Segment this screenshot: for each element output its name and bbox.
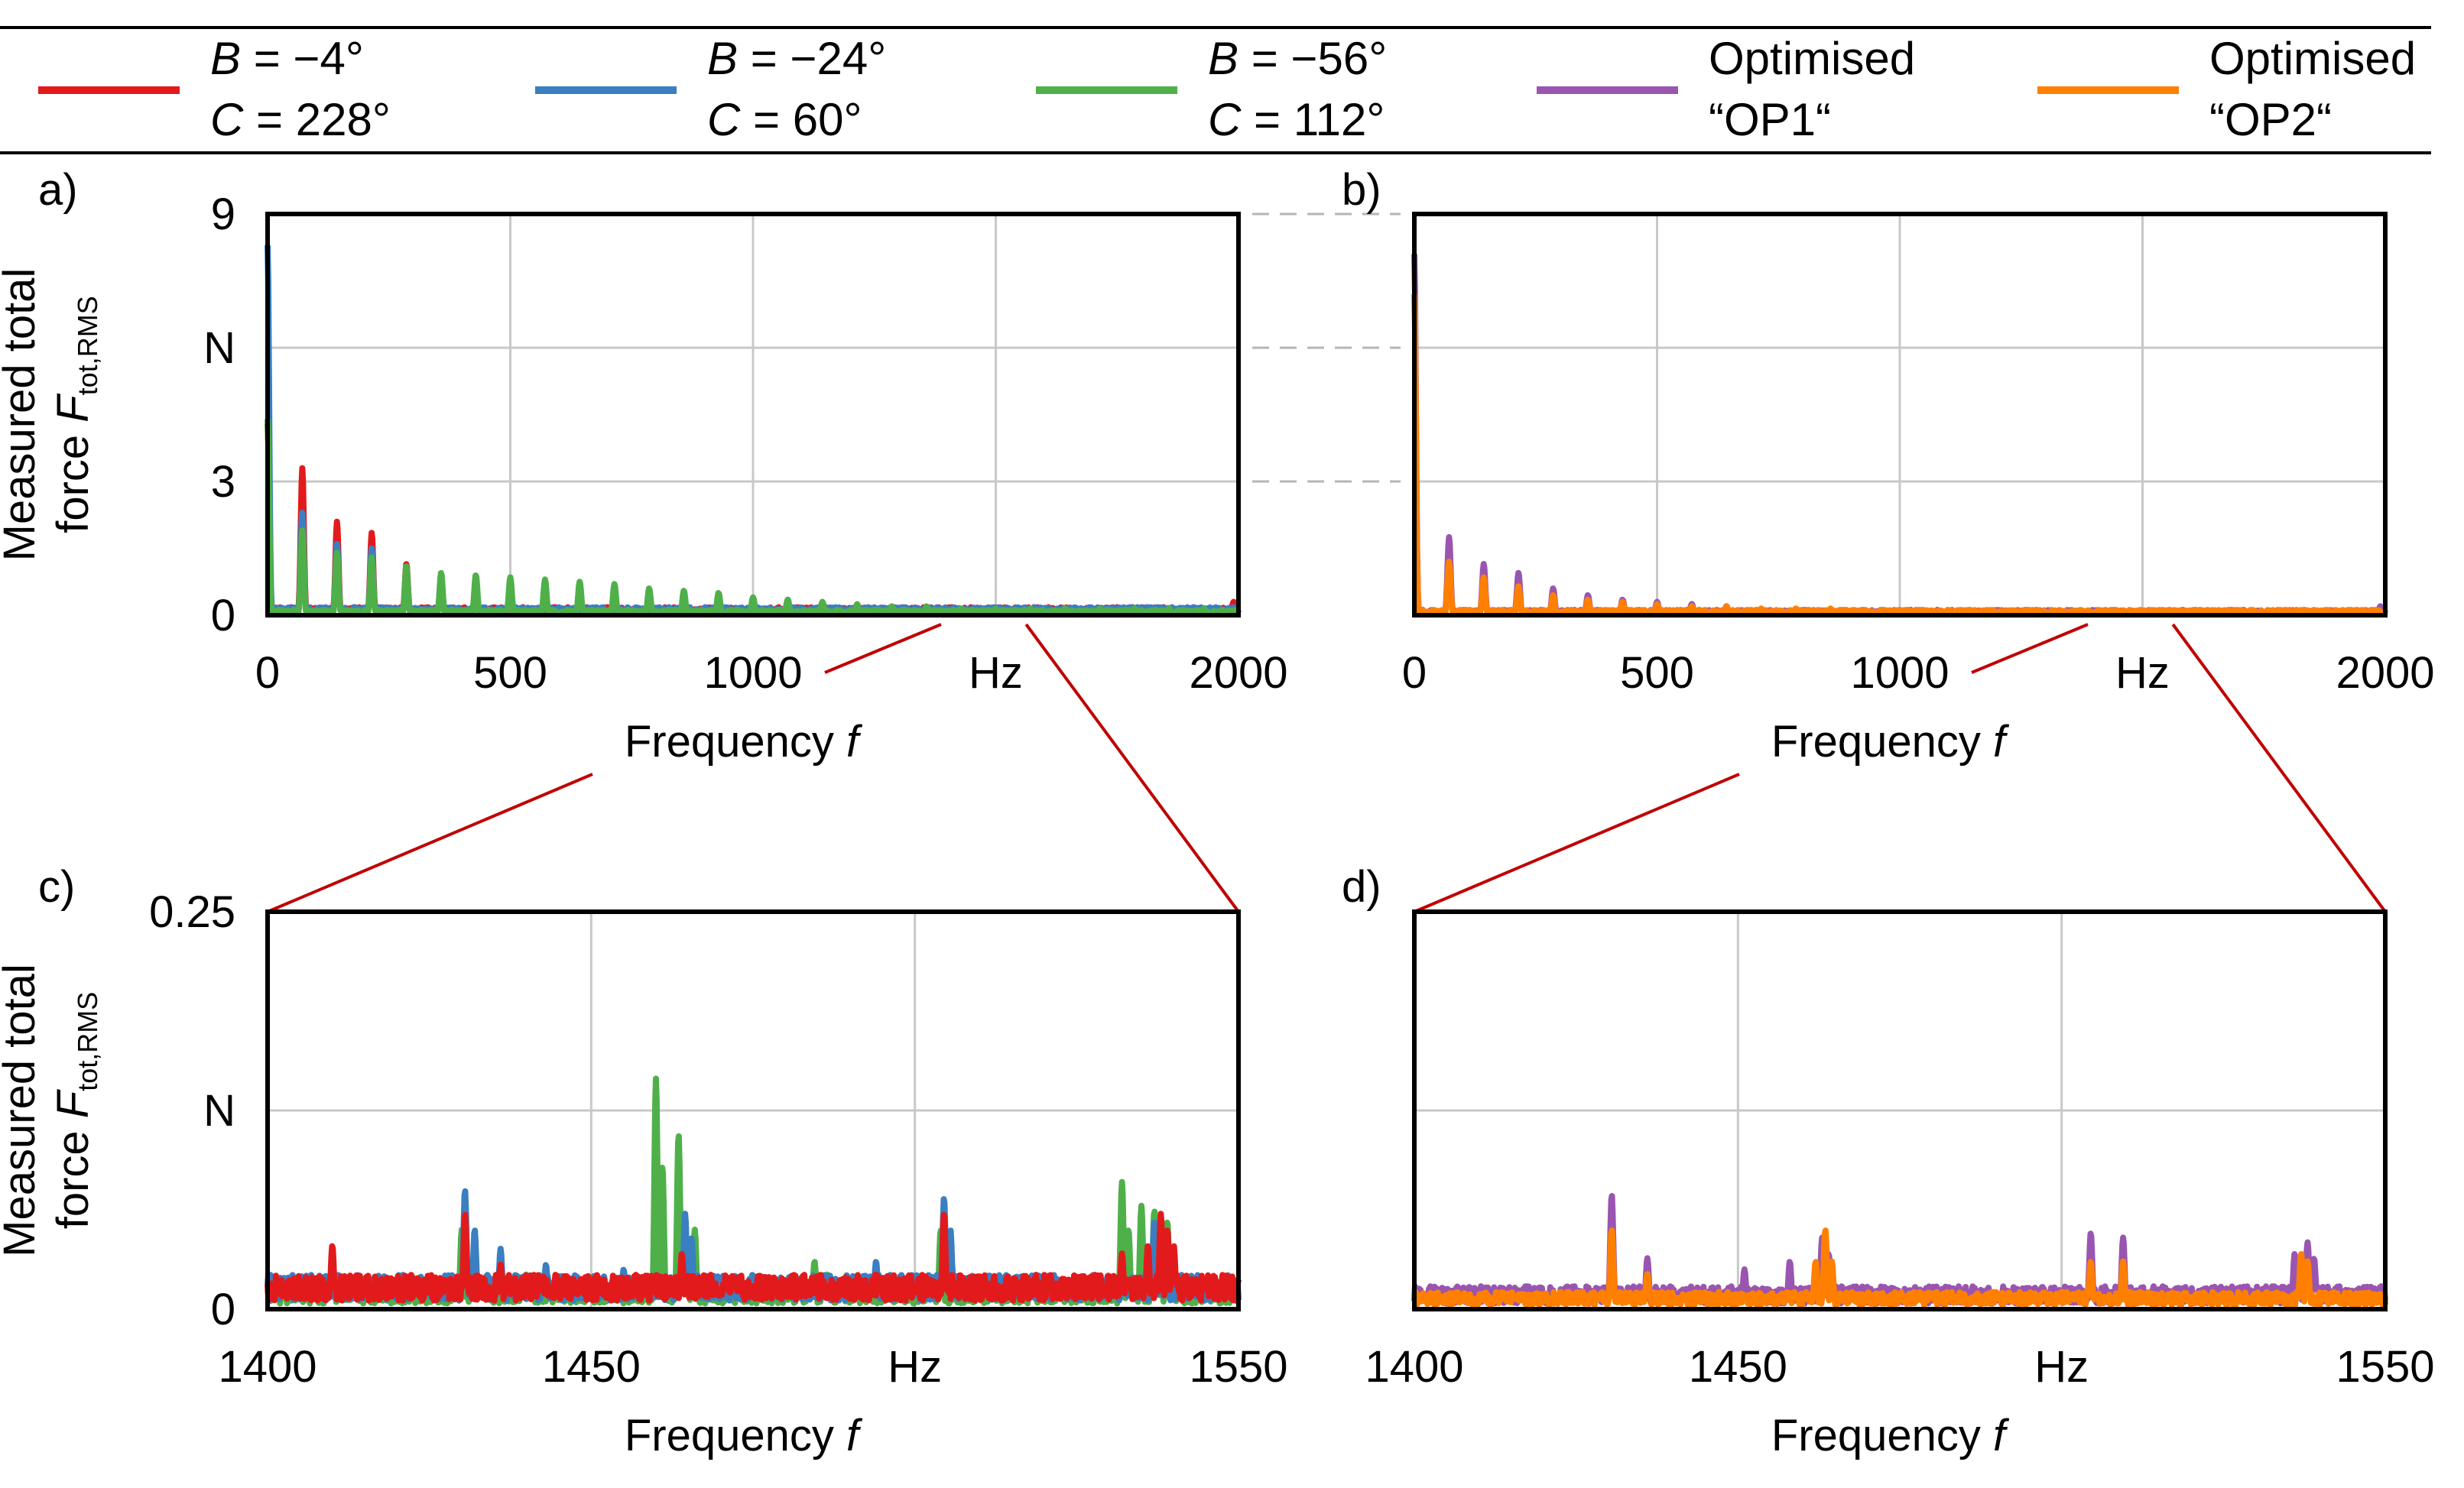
- x-tick-label: 1000: [703, 648, 802, 698]
- shared-axis-guides: [1252, 212, 1401, 483]
- gridlines: [1414, 912, 2385, 1309]
- plot-frame: [1412, 909, 2388, 1311]
- y-axis-label-line2: force Ftot,RMS: [48, 296, 103, 533]
- x-tick-label: 1550: [2336, 1342, 2434, 1392]
- x-tick-label: Hz: [2034, 1342, 2089, 1392]
- x-axis-label: Frequency f: [1771, 1411, 2010, 1460]
- legend-label-line2: C = 60°: [707, 94, 862, 145]
- y-tick-labels: 0 3 N 9: [203, 190, 235, 640]
- legend-label-line1: B = −56°: [1208, 33, 1387, 84]
- x-tick-label: 0: [1402, 648, 1427, 698]
- y-tick-label: 0: [211, 591, 235, 640]
- zoom-connector-left-lower: [267, 773, 593, 913]
- plot-frame: [265, 909, 1241, 1311]
- x-tick-label: 500: [473, 648, 547, 698]
- x-tick-label: Hz: [888, 1342, 942, 1392]
- legend-label-line2: C = 112°: [1208, 94, 1385, 145]
- plot-frame: [1412, 212, 2388, 618]
- zoom-connector-left-upper: [824, 623, 942, 674]
- zoom-connector-left-lower: [1414, 773, 1740, 913]
- zoom-connector-right: [1024, 623, 1240, 913]
- legend-label-line1: Optimised: [1709, 33, 1915, 84]
- gridlines: [268, 912, 1238, 1309]
- y-axis-label-line1: Measured total: [0, 268, 44, 562]
- gridlines: [268, 214, 1238, 615]
- legend-label-line1: Optimised: [2209, 33, 2416, 84]
- panel-label: d): [1342, 862, 1381, 912]
- x-tick-label: 2000: [1189, 648, 1287, 698]
- panel-label: c): [38, 862, 75, 912]
- panel-a: a) 0 500 1000 Hz 2000 Frequency f 0 3 N 9 Measured …: [0, 165, 1288, 767]
- y-tick-label: 9: [211, 190, 235, 239]
- series-line: [265, 1211, 1242, 1304]
- series-line: [1411, 1227, 2388, 1308]
- x-axis-label: Frequency f: [625, 717, 863, 767]
- legend: B = −4° C = 228° B = −24° C = 60° B = −56° C …: [38, 33, 2416, 145]
- x-tick-label: 1400: [218, 1342, 317, 1392]
- zoom-connectors: [267, 623, 2387, 913]
- x-tick-label: 1450: [542, 1342, 641, 1392]
- y-tick-label: 0: [211, 1285, 235, 1334]
- legend-item: Optimised “OP2“: [2037, 33, 2416, 145]
- panel-b: b) 0 500 1000 Hz 2000 Frequency f: [1342, 165, 2435, 767]
- x-tick-label: Hz: [969, 648, 1023, 698]
- x-tick-label: Hz: [2115, 648, 2170, 698]
- panel-label: b): [1342, 165, 1381, 215]
- series-line: [1411, 1193, 2388, 1307]
- y-tick-label: N: [203, 1086, 235, 1136]
- y-tick-labels: 0 N 0.25: [149, 887, 235, 1334]
- x-tick-label: 1400: [1365, 1342, 1463, 1392]
- legend-label-line1: B = −24°: [707, 33, 886, 84]
- x-tick-label: 1550: [1189, 1342, 1287, 1392]
- series-group: [265, 1075, 1242, 1307]
- y-axis-label-line1: Measured total: [0, 964, 44, 1257]
- x-tick-label: 0: [255, 648, 280, 698]
- x-axis-label: Frequency f: [1771, 717, 2010, 767]
- legend-item: B = −4° C = 228°: [38, 33, 391, 145]
- x-tick-label: 1450: [1689, 1342, 1787, 1392]
- panel-label: a): [38, 165, 78, 215]
- x-tick-label: 2000: [2336, 648, 2434, 698]
- legend-item: Optimised “OP1“: [1537, 33, 1915, 145]
- y-tick-label: 3: [211, 457, 235, 507]
- series-line: [265, 1075, 1242, 1307]
- y-tick-label: N: [203, 323, 235, 373]
- series-group: [1411, 1193, 2388, 1308]
- x-tick-label: 1000: [1850, 648, 1949, 698]
- legend-label-line1: B = −4°: [210, 33, 364, 84]
- series-group: [1411, 254, 2388, 618]
- y-tick-label: 0.25: [149, 887, 235, 937]
- legend-label-line2: “OP1“: [1709, 94, 1831, 145]
- y-axis-label-line2: force Ftot,RMS: [48, 992, 103, 1230]
- legend-item: B = −56° C = 112°: [1036, 33, 1387, 145]
- x-tick-labels: 0 500 1000 Hz 2000: [255, 648, 1288, 698]
- panel-d: d) 1400 1450 Hz 1550 Frequency f: [1342, 862, 2435, 1460]
- x-tick-label: 500: [1620, 648, 1694, 698]
- x-tick-labels: 0 500 1000 Hz 2000: [1402, 648, 2435, 698]
- legend-label-line2: “OP2“: [2209, 94, 2332, 145]
- gridlines: [1414, 214, 2385, 615]
- x-tick-labels: 1400 1450 Hz 1550: [1365, 1342, 2434, 1392]
- plot-frame: [265, 212, 1241, 618]
- series-group: [265, 245, 1242, 618]
- legend-label-line2: C = 228°: [210, 94, 391, 145]
- legend-item: B = −24° C = 60°: [535, 33, 886, 145]
- x-tick-labels: 1400 1450 Hz 1550: [218, 1342, 1287, 1392]
- panel-c: c) 1400 1450 Hz 1550 Frequency f 0 N 0.25 Measure…: [0, 862, 1288, 1460]
- zoom-connector-right: [2171, 623, 2387, 913]
- x-axis-label: Frequency f: [625, 1411, 863, 1460]
- zoom-connector-left-upper: [1971, 623, 2089, 674]
